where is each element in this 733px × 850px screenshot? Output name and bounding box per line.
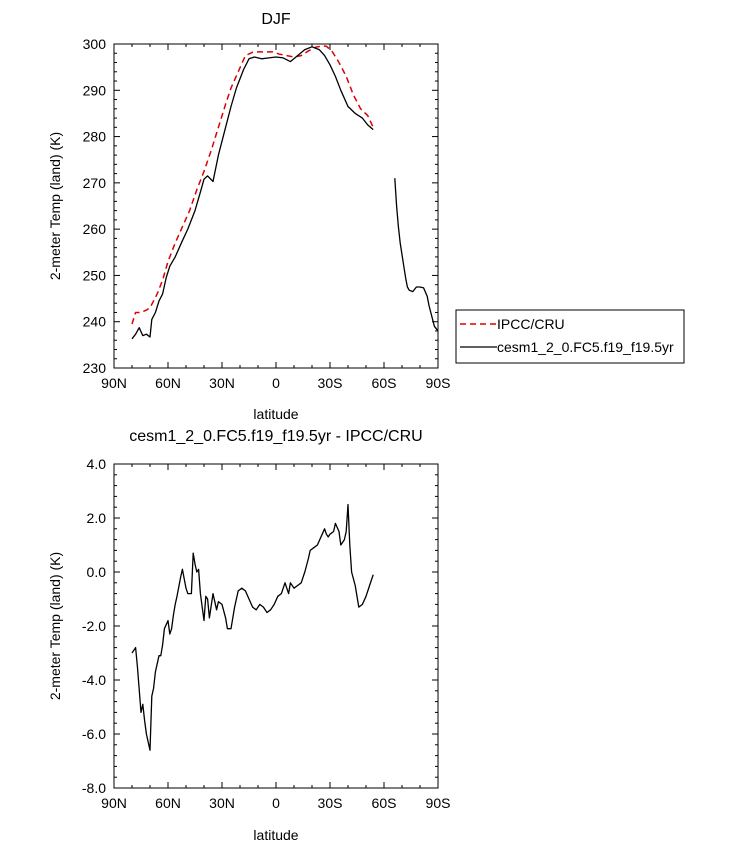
top-xtick-label: 90S [426, 375, 451, 391]
top-xtick-label: 90N [101, 375, 127, 391]
bottom-xtick-label: 0 [272, 795, 280, 811]
top-series-0-line [131, 45, 374, 325]
bottom-xtick-label: 60S [372, 795, 397, 811]
top-series-1-line-part-1 [394, 178, 439, 332]
top-ytick-label: 240 [83, 314, 107, 330]
legend-box [455, 309, 685, 364]
top-series-1-line-part-0 [131, 46, 374, 340]
bottom-ytick-label: 0.0 [87, 564, 107, 580]
top-chart-lines [131, 45, 439, 340]
top-chart: DJF 90N 60N 30N 0 30S 60S 90S 230 240 250 260 270 28… [47, 11, 450, 422]
bottom-xtick-label: 60N [155, 795, 181, 811]
top-xtick-label: 30S [318, 375, 343, 391]
top-chart-title: DJF [261, 11, 291, 28]
top-xtick-label: 60N [155, 375, 181, 391]
bottom-chart-ylabel: 2-meter Temp (land) (K) [47, 552, 63, 700]
top-xtick-label: 0 [272, 375, 280, 391]
top-chart-ylabel: 2-meter Temp (land) (K) [47, 132, 63, 280]
bottom-ytick-label: -4.0 [82, 672, 106, 688]
legend-label-ipcc: IPCC/CRU [497, 316, 565, 332]
bottom-chart-title: cesm1_2_0.FC5.f19_f19.5yr - IPCC/CRU [129, 428, 422, 445]
top-ytick-label: 290 [83, 82, 107, 98]
top-ytick-label: 300 [83, 36, 107, 52]
top-ytick-label: 280 [83, 129, 107, 145]
top-ytick-label: 230 [83, 360, 107, 376]
bottom-xtick-label: 30N [209, 795, 235, 811]
top-xtick-label: 60S [372, 375, 397, 391]
legend: IPCC/CRU cesm1_2_0.FC5.f19_f19.5yr [455, 309, 685, 364]
top-chart-xlabel: latitude [253, 406, 298, 422]
bottom-ytick-label: -6.0 [82, 726, 106, 742]
top-ytick-label: 260 [83, 221, 107, 237]
top-ytick-label: 270 [83, 175, 107, 191]
bottom-ytick-label: 4.0 [87, 456, 107, 472]
bottom-ytick-label: 2.0 [87, 510, 107, 526]
top-ytick-label: 250 [83, 267, 107, 283]
bottom-ytick-label: -8.0 [82, 780, 106, 796]
bottom-chart-xlabel: latitude [253, 827, 298, 843]
top-chart-frame [113, 43, 439, 369]
legend-label-cesm: cesm1_2_0.FC5.f19_f19.5yr [497, 339, 674, 355]
bottom-xtick-label: 90S [426, 795, 451, 811]
bottom-chart-frame [113, 463, 439, 789]
bottom-series-0-line [131, 503, 374, 751]
bottom-chart: cesm1_2_0.FC5.f19_f19.5yr - IPCC/CRU 90N… [47, 428, 450, 843]
bottom-chart-ticks: 90N 60N 30N 0 30S 60S 90S -8.0 -6.0 -4.0 -2.0 0.0 2.… [82, 456, 451, 811]
bottom-xtick-label: 90N [101, 795, 127, 811]
top-xtick-label: 30N [209, 375, 235, 391]
bottom-xtick-label: 30S [318, 795, 343, 811]
top-chart-ticks: 90N 60N 30N 0 30S 60S 90S 230 240 250 260 270 280 290… [83, 36, 451, 391]
bottom-ytick-label: -2.0 [82, 618, 106, 634]
bottom-chart-lines [131, 503, 374, 751]
